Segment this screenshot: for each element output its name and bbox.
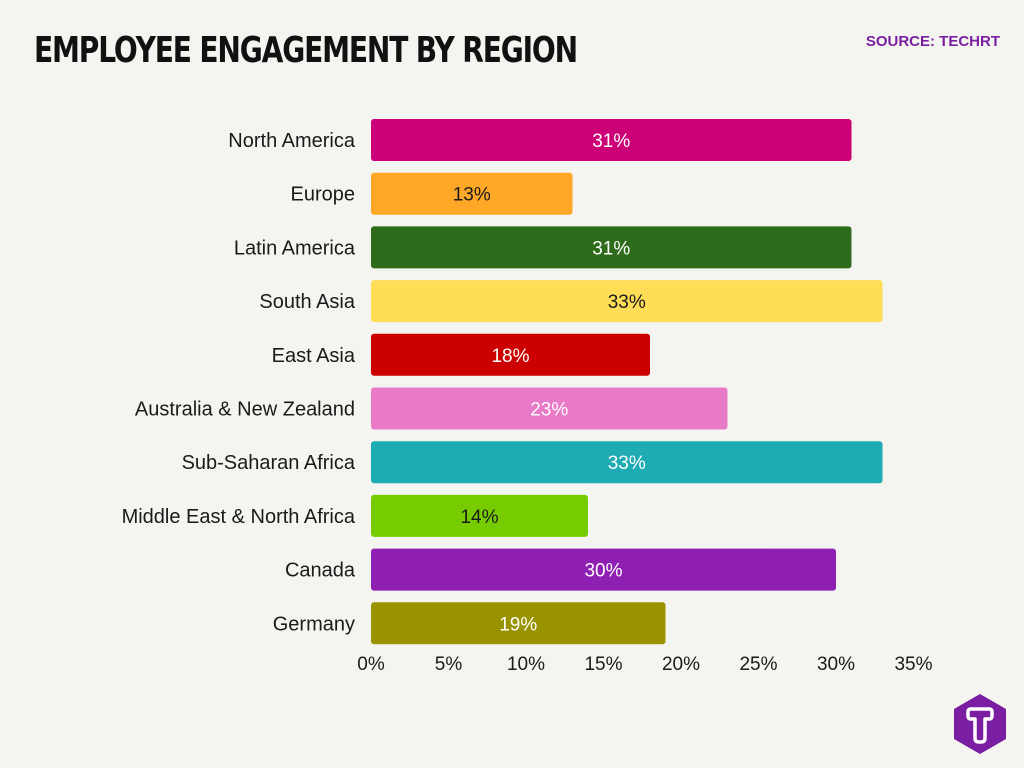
bar [371, 119, 852, 161]
x-tick-label: 5% [435, 654, 463, 675]
source-credit: SOURCE: TECHRT [865, 33, 1000, 50]
category-label: Canada [285, 560, 356, 582]
data-label: 33% [608, 292, 646, 313]
bar [371, 280, 883, 323]
x-tick-label: 25% [739, 654, 777, 675]
bar [371, 602, 666, 645]
data-label: 31% [592, 131, 630, 152]
x-tick-label: 35% [894, 654, 932, 675]
x-tick-label: 10% [507, 654, 545, 675]
x-tick-label: 30% [817, 654, 855, 675]
bar [371, 172, 573, 215]
category-label: Latin America [234, 237, 356, 259]
data-label: 13% [453, 185, 491, 206]
bar [371, 494, 588, 537]
data-label: 30% [584, 561, 622, 582]
techrt-t-logo-icon [954, 694, 1006, 754]
data-label: 31% [592, 238, 630, 259]
bar [371, 548, 836, 591]
bar [371, 333, 650, 376]
x-tick-label: 0% [357, 654, 385, 675]
data-label: 14% [460, 507, 498, 528]
category-label: Europe [291, 184, 356, 206]
data-label: 19% [499, 614, 537, 635]
data-label: 23% [530, 400, 568, 421]
bar [371, 387, 728, 430]
bar [371, 226, 852, 269]
x-tick-label: 20% [662, 654, 700, 675]
category-label: Australia & New Zealand [135, 399, 355, 421]
category-label: Germany [273, 613, 355, 635]
bar [371, 441, 883, 484]
category-label: Sub-Saharan Africa [182, 452, 356, 474]
data-label: 18% [491, 346, 529, 367]
data-label: 33% [608, 453, 646, 474]
chart-title: EMPLOYEE ENGAGEMENT BY REGION [34, 30, 578, 71]
category-label: South Asia [259, 291, 356, 313]
category-label: Middle East & North Africa [122, 506, 356, 528]
x-tick-label: 15% [584, 654, 622, 675]
category-label: North America [228, 130, 356, 152]
category-label: East Asia [272, 345, 356, 367]
